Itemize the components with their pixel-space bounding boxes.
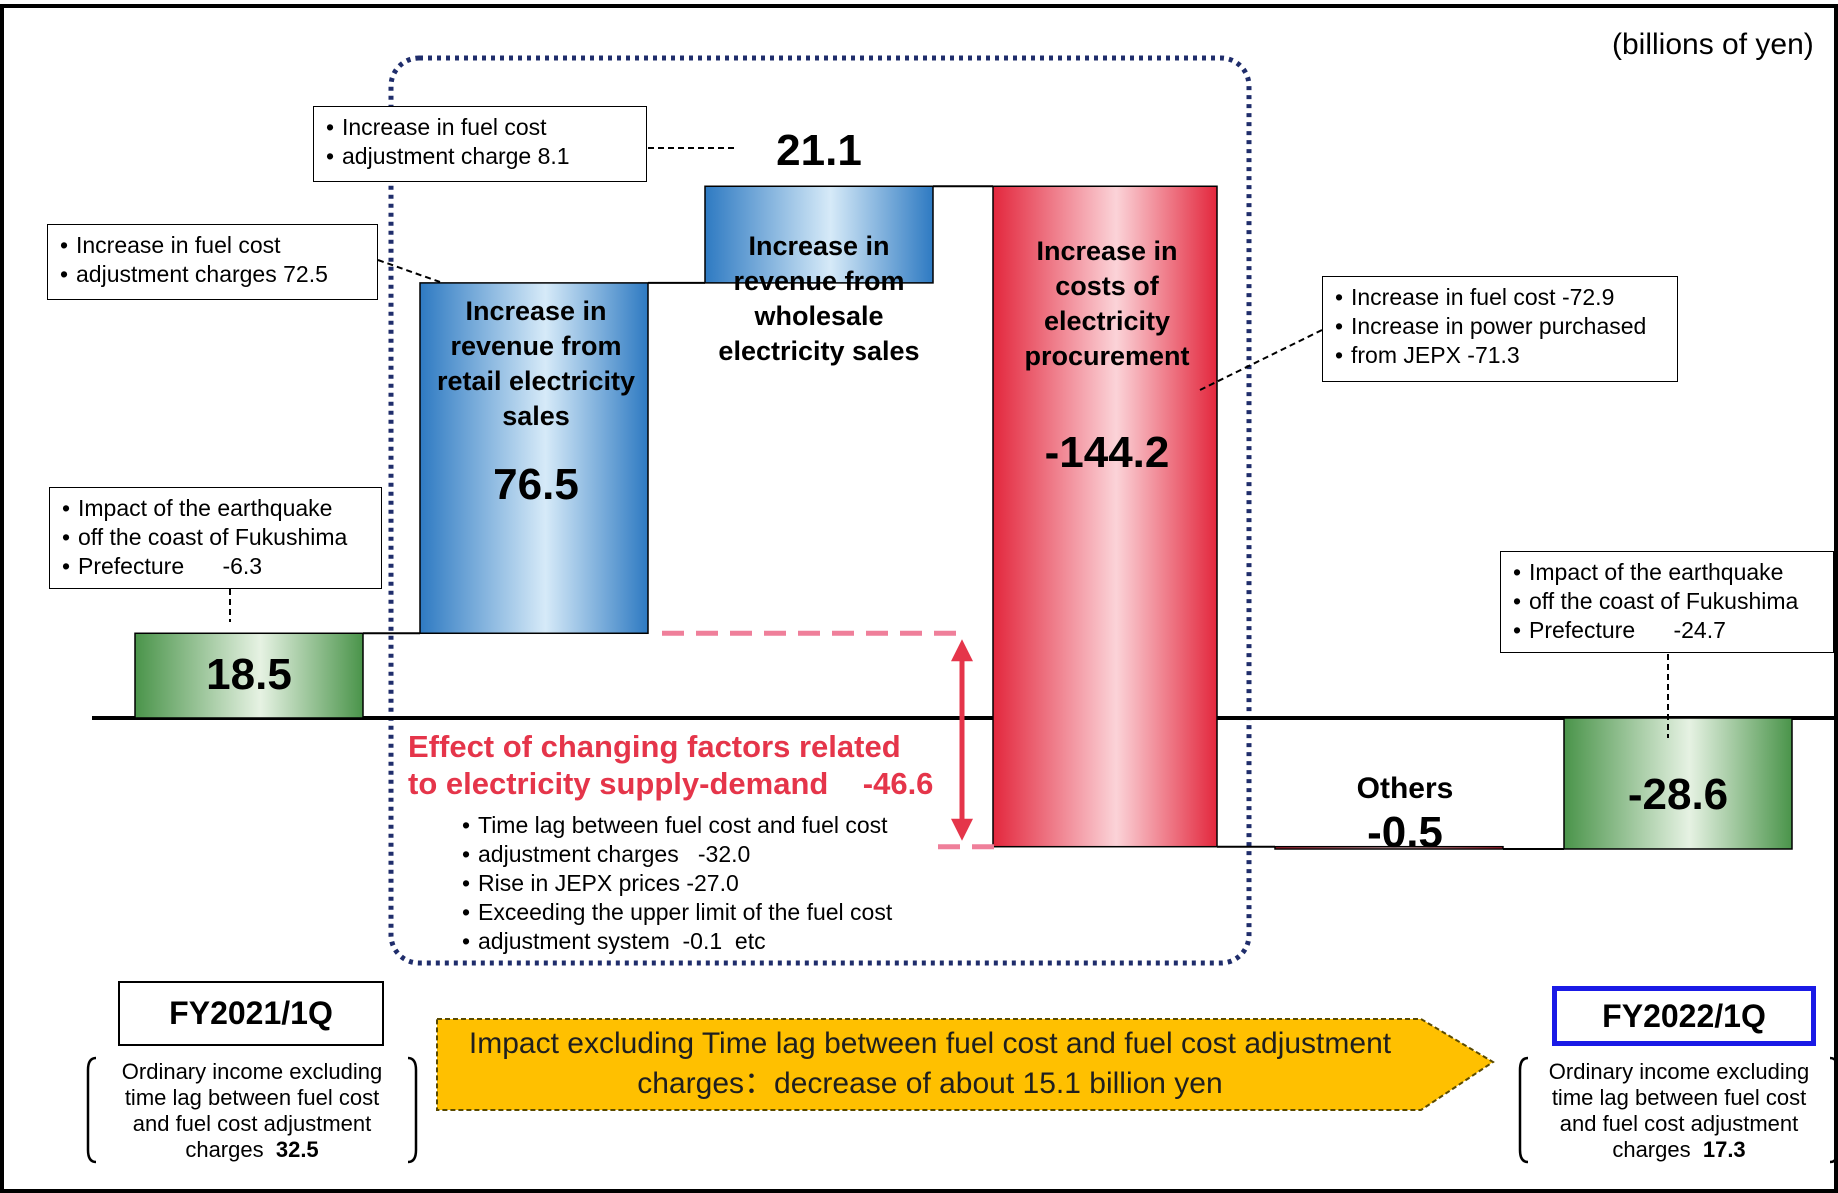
note-fy2021: Ordinary income excluding time lag betwe…: [121, 1059, 383, 1162]
bar-fy2022-1q: [1563, 717, 1793, 850]
value-wholesale: 21.1: [776, 126, 862, 175]
label-procurement: Increase in costs of electricity procureme…: [1024, 236, 1190, 371]
bar-fy2021-1q: [134, 632, 364, 719]
callout-text: off the coast of Fukushima: [1513, 587, 1821, 616]
value-fy2021: 18.5: [206, 650, 292, 699]
impact-arrow-text: Impact excluding Time lag between fuel c…: [468, 1027, 1392, 1100]
value-fy2022: -28.6: [1627, 770, 1729, 819]
callout-text: Prefecture -24.7: [1513, 616, 1821, 645]
effect-title: Effect of changing factors related to el…: [408, 729, 934, 801]
effect-item: adjustment system -0.1 etc: [462, 927, 892, 956]
callout-text: Prefecture -6.3: [62, 552, 369, 581]
effect-item: Time lag between fuel cost and fuel cost: [462, 811, 892, 840]
impact-arrow-icon: [436, 1018, 1495, 1111]
unit-label: (billions of yen): [1612, 28, 1814, 61]
callout-start: Impact of the earthquake off the coast o…: [49, 487, 382, 589]
effect-item: Exceeding the upper limit of the fuel co…: [462, 898, 892, 927]
effect-item: Rise in JEPX prices -27.0: [462, 869, 892, 898]
right-bracket: [1518, 1056, 1529, 1164]
period-fy2022: FY2022/1Q: [1552, 986, 1816, 1046]
callout-retail: Increase in fuel cost adjustment charges…: [47, 224, 378, 300]
leader-line: [1199, 329, 1323, 391]
callout-text: adjustment charge 8.1: [326, 142, 634, 171]
leader-line: [377, 259, 441, 283]
callout-text: Increase in fuel cost: [326, 113, 634, 142]
callout-wholesale: Increase in fuel cost adjustment charge …: [313, 106, 647, 182]
callout-text: Impact of the earthquake: [62, 494, 369, 523]
left-bracket: [407, 1056, 418, 1164]
callout-text: Increase in fuel cost -72.9: [1335, 283, 1665, 312]
bar-retail-sales: [419, 282, 649, 635]
callout-text: off the coast of Fukushima: [62, 523, 369, 552]
callout-text: from JEPX -71.3: [1335, 341, 1665, 370]
value-retail: 76.5: [493, 460, 579, 509]
right-bracket: [1829, 1056, 1838, 1164]
bar-wholesale-sales: [704, 185, 934, 284]
effect-list: Time lag between fuel cost and fuel cost…: [462, 811, 892, 956]
bar-others: [1274, 845, 1504, 850]
left-bracket: [86, 1056, 97, 1164]
callout-text: Increase in power purchased: [1335, 312, 1665, 341]
value-others: -0.5: [1367, 808, 1443, 857]
callout-end: Impact of the earthquake off the coast o…: [1500, 551, 1834, 653]
label-retail: Increase in revenue from retail electrici…: [436, 296, 636, 431]
period-fy2021: FY2021/1Q: [118, 981, 384, 1046]
dotted-enclosure: [388, 55, 1252, 966]
effect-item: adjustment charges -32.0: [462, 840, 892, 869]
label-wholesale: Increase in revenue from wholesale electri…: [718, 231, 920, 366]
value-procurement: -144.2: [1044, 428, 1170, 477]
callout-text: Increase in fuel cost: [60, 231, 365, 260]
callout-text: adjustment charges 72.5: [60, 260, 365, 289]
label-others: Others: [1356, 772, 1454, 805]
callout-procurement: Increase in fuel cost -72.9 Increase in …: [1322, 276, 1678, 382]
note-fy2022: Ordinary income excluding time lag betwe…: [1548, 1059, 1810, 1162]
callout-text: Impact of the earthquake: [1513, 558, 1821, 587]
effect-double-arrow-icon: [951, 639, 973, 841]
outer-frame: [0, 4, 1838, 1193]
bar-procurement-costs: [992, 185, 1218, 848]
